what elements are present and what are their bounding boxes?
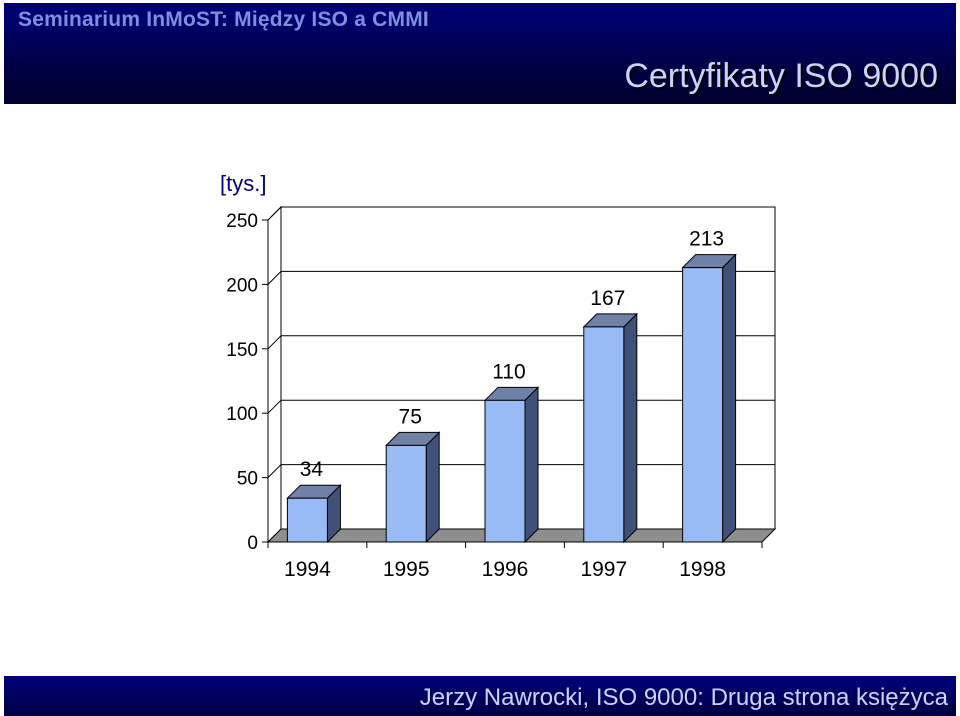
slide-footer: Jerzy Nawrocki, ISO 9000: Druga strona k…: [4, 676, 956, 716]
seminar-title: Seminarium InMoST: Między ISO a CMMI: [18, 8, 429, 31]
bar: [385, 444, 427, 543]
x-category-label: 1996: [482, 558, 529, 581]
bar-side: [524, 386, 539, 544]
bar: [583, 326, 625, 543]
slide-title: Certyfikaty ISO 9000: [624, 57, 938, 95]
slide-header: Seminarium InMoST: Między ISO a CMMI Cer…: [4, 3, 956, 104]
y-tick-label: 150: [226, 340, 258, 361]
bar: [484, 399, 526, 543]
bar-side: [722, 253, 737, 544]
y-tick-label: 50: [237, 469, 258, 490]
y-unit-label: [tys.]: [220, 171, 266, 196]
data-label: 167: [590, 287, 625, 310]
x-category-label: 1994: [284, 558, 331, 581]
gridline: [267, 270, 775, 285]
data-label: 75: [399, 405, 422, 428]
bar-side: [425, 431, 440, 544]
y-tick-label: 200: [226, 275, 258, 296]
y-tick-label: 0: [247, 533, 258, 554]
data-label: 110: [492, 360, 525, 383]
bar: [682, 267, 724, 543]
footer-text: Jerzy Nawrocki, ISO 9000: Druga strona k…: [419, 684, 948, 711]
x-category-label: 1995: [383, 558, 430, 581]
gridline: [267, 206, 775, 221]
bar: [286, 497, 328, 543]
plot-side-wall: [267, 205, 282, 544]
y-tick-label: 100: [226, 404, 258, 425]
data-label: 213: [689, 228, 724, 251]
x-category-label: 1997: [580, 558, 627, 581]
bar-side: [623, 312, 638, 544]
y-tick-label: 250: [226, 211, 258, 232]
data-label: 34: [300, 458, 324, 481]
x-category-label: 1998: [679, 558, 726, 581]
